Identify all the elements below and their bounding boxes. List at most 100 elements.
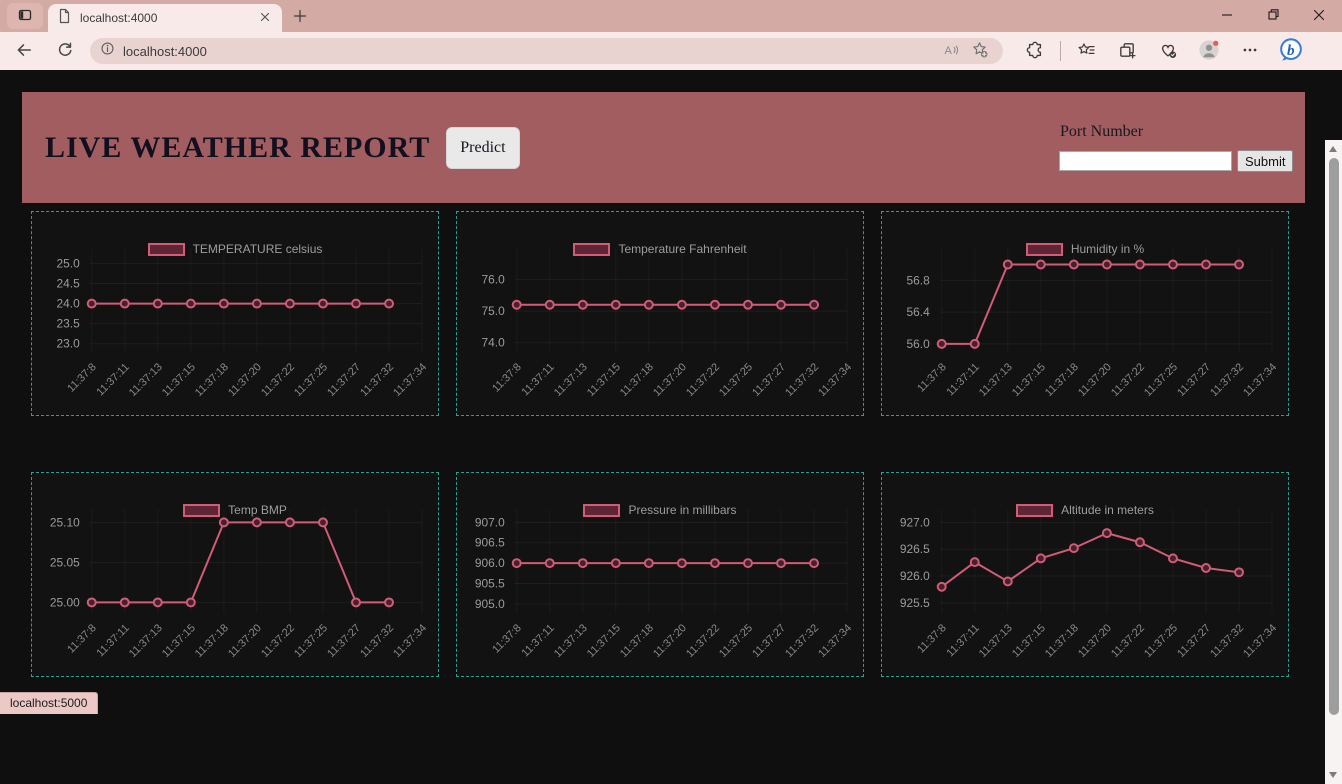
svg-text:11:37:18: 11:37:18	[1043, 622, 1081, 660]
refresh-button[interactable]	[48, 35, 80, 67]
collections-button[interactable]	[1111, 35, 1143, 67]
favorites-button[interactable]	[1070, 35, 1102, 67]
window-close-button[interactable]	[1296, 0, 1342, 32]
back-icon	[15, 41, 33, 62]
add-favorite-button[interactable]	[965, 39, 993, 63]
svg-text:11:37:32: 11:37:32	[783, 622, 821, 660]
new-tab-button[interactable]	[290, 7, 310, 27]
svg-text:11:37:11: 11:37:11	[519, 361, 556, 398]
chart-card-pressure: Pressure in millibars 907.0 906.5 906.0 905…	[456, 472, 864, 677]
svg-text:25.05: 25.05	[50, 555, 80, 569]
scroll-up-icon[interactable]	[1329, 146, 1337, 152]
status-link-preview: localhost:5000	[0, 692, 99, 714]
legend-label: Altitude in meters	[1061, 503, 1154, 517]
toolbar-divider	[1060, 41, 1061, 61]
legend-label: TEMPERATURE celsius	[192, 242, 323, 256]
svg-text:11:37:22: 11:37:22	[259, 622, 297, 660]
browser-essentials-icon	[1159, 41, 1177, 62]
charts-grid: TEMPERATURE celsius 25.0 24.5 24.0 23.5 23.0…	[31, 211, 1305, 677]
svg-text:11:37:25: 11:37:25	[1142, 622, 1180, 660]
chart-legend[interactable]: Pressure in millibars	[457, 503, 863, 517]
port-input[interactable]	[1059, 151, 1232, 171]
tab-actions-button[interactable]	[7, 3, 43, 29]
svg-text:11:37:11: 11:37:11	[94, 361, 131, 398]
browser-essentials-button[interactable]	[1152, 35, 1184, 67]
chart-canvas[interactable]: 76.075.074.011:37:811:37:1111:37:1311:37…	[457, 212, 863, 415]
chart-legend[interactable]: TEMPERATURE celsius	[32, 242, 438, 256]
svg-text:76.0: 76.0	[482, 272, 506, 286]
browser-tab-strip: localhost:4000	[0, 0, 1342, 32]
legend-swatch	[583, 503, 621, 517]
svg-text:11:37:13: 11:37:13	[127, 361, 165, 399]
restore-button[interactable]	[1250, 0, 1296, 32]
svg-text:11:37:25: 11:37:25	[292, 622, 330, 660]
submit-button[interactable]: Submit	[1237, 150, 1294, 172]
chart-canvas[interactable]: 25.1025.0525.0011:37:811:37:1111:37:1311…	[32, 473, 438, 676]
profile-button[interactable]	[1193, 35, 1225, 67]
predict-button[interactable]: Predict	[446, 126, 520, 169]
svg-text:11:37:25: 11:37:25	[717, 361, 755, 399]
svg-text:24.0: 24.0	[57, 297, 81, 311]
svg-text:25.10: 25.10	[50, 515, 80, 529]
svg-text:56.0: 56.0	[907, 337, 931, 351]
legend-swatch	[1025, 242, 1063, 256]
browser-toolbar: localhost:4000 A	[0, 32, 1342, 70]
svg-text:11:37:27: 11:37:27	[1175, 361, 1213, 399]
chart-canvas[interactable]: 927.0926.5926.0925.511:37:811:37:1111:37…	[882, 473, 1288, 676]
extensions-icon	[1026, 41, 1044, 62]
more-options-button[interactable]	[1234, 35, 1266, 67]
svg-text:11:37:32: 11:37:32	[783, 361, 821, 399]
svg-text:74.0: 74.0	[482, 336, 506, 350]
svg-text:11:37:15: 11:37:15	[160, 361, 198, 399]
svg-text:11:37:20: 11:37:20	[226, 622, 264, 660]
svg-text:75.0: 75.0	[482, 304, 506, 318]
svg-text:11:37:13: 11:37:13	[552, 622, 590, 660]
svg-text:11:37:34: 11:37:34	[391, 361, 429, 399]
svg-text:11:37:22: 11:37:22	[259, 361, 297, 399]
svg-text:927.0: 927.0	[900, 515, 930, 529]
close-icon	[259, 11, 271, 26]
svg-text:11:37:34: 11:37:34	[816, 622, 854, 660]
chart-canvas[interactable]: 56.856.456.011:37:811:37:1111:37:1311:37…	[882, 212, 1288, 415]
extensions-button[interactable]	[1019, 35, 1051, 67]
chart-legend[interactable]: Temperature Fahrenheit	[457, 242, 863, 256]
chart-canvas[interactable]: 907.0906.5906.0905.5905.011:37:811:37:11…	[457, 473, 863, 676]
legend-swatch	[147, 242, 185, 256]
minimize-button[interactable]	[1204, 0, 1250, 32]
port-number-label: Port Number	[1060, 123, 1144, 140]
profile-icon	[1198, 39, 1220, 64]
port-input-row: Submit	[1059, 150, 1294, 172]
scroll-down-icon[interactable]	[1329, 772, 1337, 778]
new-tab-icon	[293, 9, 307, 26]
svg-text:11:37:18: 11:37:18	[193, 622, 231, 660]
tab-close-button[interactable]	[256, 9, 274, 27]
svg-text:11:37:34: 11:37:34	[1241, 622, 1279, 660]
svg-text:11:37:20: 11:37:20	[651, 622, 689, 660]
svg-text:11:37:15: 11:37:15	[585, 361, 623, 399]
chart-legend[interactable]: Temp BMP	[32, 503, 438, 517]
svg-text:11:37:18: 11:37:18	[618, 622, 656, 660]
chart-canvas[interactable]: 25.024.524.023.523.011:37:811:37:1111:37…	[32, 212, 438, 415]
svg-text:11:37:18: 11:37:18	[193, 361, 231, 399]
svg-text:11:37:34: 11:37:34	[391, 622, 429, 660]
port-section: Port Number Submit	[1059, 123, 1294, 172]
svg-text:11:37:20: 11:37:20	[651, 361, 689, 399]
legend-label: Temp BMP	[228, 503, 287, 517]
scrollbar-thumb[interactable]	[1328, 158, 1339, 715]
chart-legend[interactable]: Altitude in meters	[882, 503, 1288, 517]
chart-legend[interactable]: Humidity in %	[882, 242, 1288, 256]
legend-swatch	[573, 242, 611, 256]
svg-text:11:37:11: 11:37:11	[944, 361, 981, 398]
more-icon	[1241, 41, 1259, 62]
browser-tab[interactable]: localhost:4000	[48, 4, 282, 32]
svg-text:926.0: 926.0	[900, 569, 930, 583]
back-button[interactable]	[8, 35, 40, 67]
read-aloud-button[interactable]: A	[937, 39, 965, 63]
bing-chat-icon: b	[1278, 37, 1304, 66]
svg-text:905.5: 905.5	[475, 576, 505, 590]
window-close-icon	[1313, 9, 1325, 24]
address-bar[interactable]: localhost:4000 A	[90, 38, 1003, 64]
svg-text:25.0: 25.0	[57, 256, 81, 270]
bing-chat-button[interactable]: b	[1275, 35, 1307, 67]
page-scrollbar[interactable]	[1325, 140, 1342, 784]
